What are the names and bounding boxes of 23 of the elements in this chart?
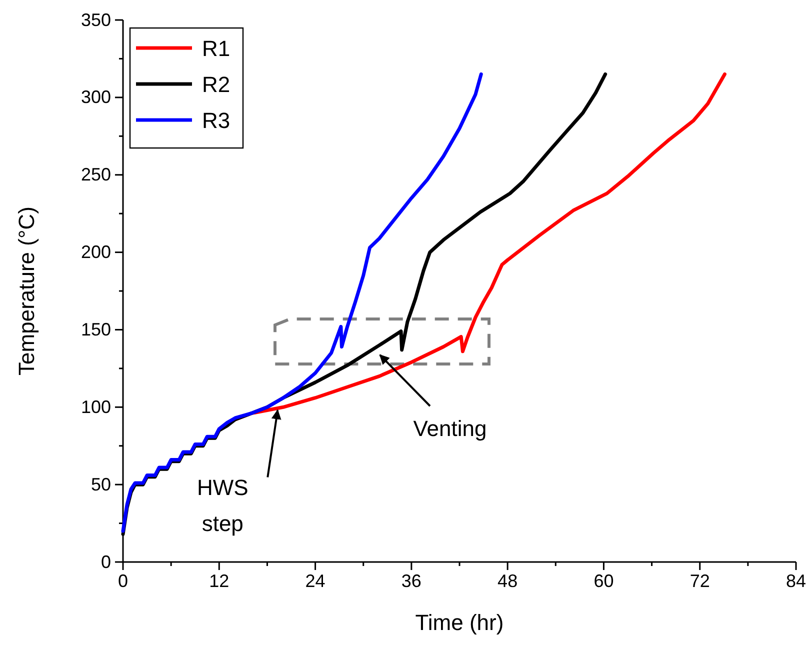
x-axis-title: Time (hr): [415, 610, 504, 635]
x-tick-label: 72: [690, 570, 710, 591]
y-axis-title: Temperature (°C): [14, 206, 39, 376]
x-tick-label: 12: [209, 570, 230, 591]
y-tick-label: 200: [80, 242, 111, 262]
annotation: Venting: [413, 416, 487, 441]
y-tick-label: 250: [80, 164, 111, 185]
x-tick-label: 60: [594, 570, 614, 591]
legend-label: R1: [202, 36, 230, 61]
x-tick-label: 24: [305, 570, 326, 591]
y-tick-label: 100: [80, 396, 111, 417]
y-tick-label: 300: [80, 87, 111, 108]
legend-label: R3: [202, 108, 230, 133]
annotation: HWS step: [196, 475, 248, 536]
y-tick-label: 50: [90, 474, 111, 494]
x-tick-label: 48: [498, 570, 518, 591]
legend-label: R2: [202, 72, 230, 97]
x-tick-label: 0: [118, 570, 128, 591]
y-tick-label: 0: [100, 552, 111, 572]
y-tick-label: 350: [80, 10, 111, 30]
y-tick-label: 150: [80, 319, 111, 340]
x-tick-label: 36: [401, 570, 422, 591]
x-tick-label: 84: [786, 570, 806, 591]
